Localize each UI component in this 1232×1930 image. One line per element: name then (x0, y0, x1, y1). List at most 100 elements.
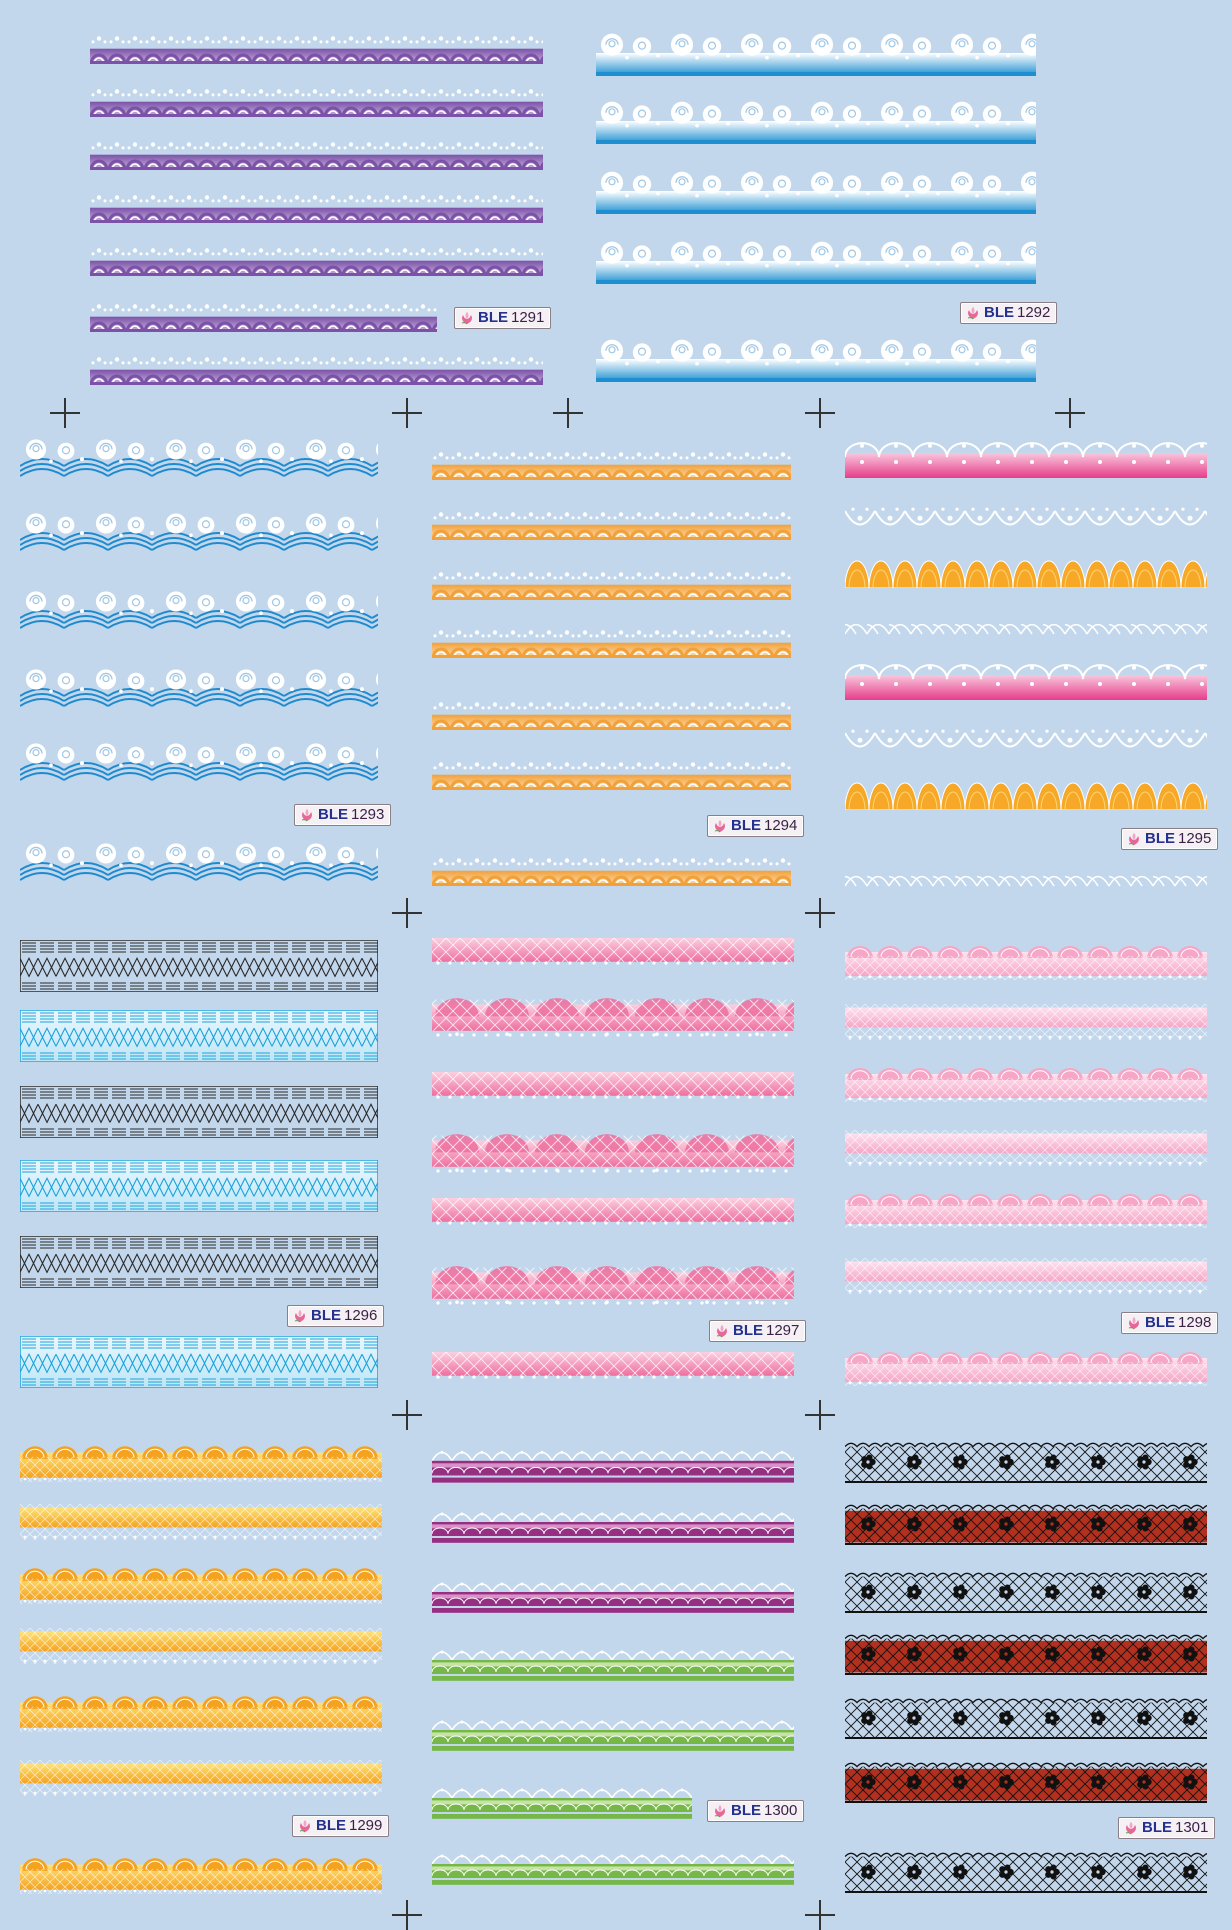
crop-mark (392, 1400, 422, 1430)
strip (432, 1126, 794, 1174)
strip (845, 1062, 1207, 1102)
strip (845, 558, 1207, 588)
strip (845, 1440, 1207, 1484)
code-number: 1296 (344, 1307, 378, 1324)
strip (20, 1562, 382, 1604)
crop-mark (392, 1900, 422, 1930)
strip (20, 1160, 378, 1212)
crop-mark (805, 398, 835, 428)
code-prefix: BLE (733, 1322, 763, 1339)
strip (20, 740, 378, 782)
strip (845, 1188, 1207, 1228)
code-prefix: BLE (1142, 1819, 1172, 1836)
code-number: 1298 (1178, 1314, 1212, 1331)
product-code-label: BLE 1294 (707, 815, 805, 837)
code-number: 1293 (351, 806, 385, 823)
strip (596, 336, 1036, 382)
strip (845, 1570, 1207, 1614)
code-prefix: BLE (984, 304, 1014, 321)
flower-icon (965, 305, 981, 321)
product-code-label: BLE 1291 (454, 307, 552, 329)
strip (20, 1236, 378, 1288)
strip (845, 1004, 1207, 1040)
strip (432, 1444, 794, 1486)
product-code-label: BLE 1293 (294, 804, 392, 826)
strip (20, 1336, 378, 1388)
code-prefix: BLE (731, 817, 761, 834)
strip (845, 1258, 1207, 1294)
flower-icon (297, 1818, 313, 1834)
flower-icon (712, 818, 728, 834)
strip (20, 666, 378, 708)
strip (432, 1644, 794, 1684)
strip (845, 1346, 1207, 1386)
strip (90, 30, 543, 64)
strip (845, 780, 1207, 810)
strip (845, 724, 1207, 760)
crop-mark (805, 898, 835, 928)
code-number: 1294 (764, 817, 798, 834)
strip (845, 940, 1207, 980)
product-code-label: BLE 1295 (1121, 828, 1219, 850)
product-code-label: BLE 1296 (287, 1305, 385, 1327)
strip (845, 502, 1207, 538)
crop-mark (50, 398, 80, 428)
strip (596, 30, 1036, 76)
strip (90, 298, 437, 332)
strip (20, 940, 378, 992)
strip (432, 1714, 794, 1754)
product-code-label: BLE 1301 (1118, 1817, 1216, 1839)
strip (20, 588, 378, 630)
strip (432, 756, 791, 790)
strip (432, 1782, 692, 1822)
strip (596, 238, 1036, 284)
code-prefix: BLE (1145, 1314, 1175, 1331)
strip (432, 1072, 794, 1100)
code-number: 1292 (1017, 304, 1051, 321)
strip (432, 938, 794, 966)
crop-mark (805, 1400, 835, 1430)
code-number: 1291 (511, 309, 545, 326)
strip (20, 436, 378, 478)
flower-icon (459, 310, 475, 326)
product-code-label: BLE 1297 (709, 1320, 807, 1342)
strip (432, 1506, 794, 1546)
flower-icon (1126, 831, 1142, 847)
flower-icon (1123, 1820, 1139, 1836)
strip (90, 351, 543, 385)
code-number: 1297 (766, 1322, 800, 1339)
code-prefix: BLE (1145, 830, 1175, 847)
strip (20, 1760, 382, 1796)
code-number: 1301 (1175, 1819, 1209, 1836)
strip (20, 1086, 378, 1138)
strip (432, 1198, 794, 1226)
flower-icon (712, 1803, 728, 1819)
strip (20, 1690, 382, 1732)
product-code-label: BLE 1298 (1121, 1312, 1219, 1334)
strip (20, 1010, 378, 1062)
strip (432, 624, 791, 658)
product-code-label: BLE 1299 (292, 1815, 390, 1837)
code-number: 1295 (1178, 830, 1212, 847)
strip (90, 83, 543, 117)
strip (432, 1352, 794, 1380)
flower-icon (299, 807, 315, 823)
strip (432, 852, 791, 886)
strip (596, 168, 1036, 214)
strip (845, 1502, 1207, 1546)
strip (20, 1440, 382, 1482)
strip (432, 696, 791, 730)
strip (845, 1696, 1207, 1740)
strip (845, 1850, 1207, 1894)
strip (596, 98, 1036, 144)
strip (20, 1628, 382, 1664)
code-number: 1300 (764, 1802, 798, 1819)
strip (845, 662, 1207, 700)
flower-icon (292, 1308, 308, 1324)
strip (845, 610, 1207, 636)
strip (845, 1760, 1207, 1804)
strip (432, 446, 791, 480)
flower-icon (1126, 1315, 1142, 1331)
strip (20, 840, 378, 882)
crop-mark (1055, 398, 1085, 428)
